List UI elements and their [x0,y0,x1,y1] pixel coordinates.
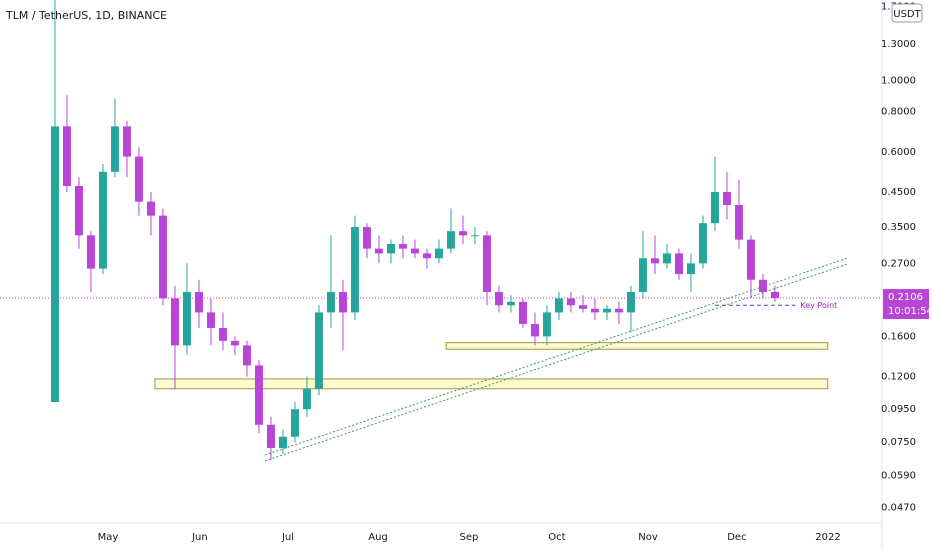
y-tick-label: 0.0950 [881,404,916,415]
candle-body [338,291,347,313]
candle-body [398,244,407,249]
currency-badge [891,3,923,23]
y-tick-label: 1.0000 [881,76,916,87]
candle-body [278,436,287,448]
candle-body [170,298,179,346]
x-tick-label: Aug [368,532,388,543]
candle-body [746,239,755,280]
x-tick-label: Nov [638,532,658,543]
candle-body [674,253,683,275]
candle-body [494,291,503,306]
candle-body [134,156,143,202]
y-tick-label: 0.2700 [881,258,916,269]
chart-title: TLM / TetherUS, 1D, BINANCE [5,9,167,22]
candle-body [194,291,203,313]
y-tick-label: 0.1600 [881,331,916,342]
candle-body [266,424,275,448]
candle-body [386,244,395,254]
y-tick-label: 0.3500 [881,222,916,233]
candle-body [326,291,335,313]
candle-body [758,279,767,292]
candle-body [374,248,383,254]
candle-body [74,185,83,236]
candle-body [602,308,611,313]
last-price-box [883,289,929,320]
key-point-label: Key Point [800,301,837,310]
plot-area [0,0,882,462]
candle-body [458,231,467,236]
candle-body [662,253,671,264]
y-tick-label: 1.3000 [881,39,916,50]
candle-body [554,298,563,313]
candle-body [506,301,515,306]
candle-body [518,301,527,324]
candle-body [638,258,647,292]
candle-body [122,126,131,157]
candle-body [446,231,455,249]
candle-body [230,340,239,346]
candle-body [566,298,575,306]
candle-body [710,192,719,224]
x-tick-label: May [98,532,119,543]
candle-body [422,253,431,259]
x-tick-label: Oct [548,532,565,543]
candle-body [770,291,779,299]
y-tick-label: 0.0470 [881,502,916,513]
candle-body [50,126,59,403]
x-tick-label: Jun [191,532,208,543]
candle-body [314,312,323,389]
candle-body [542,312,551,337]
candle-body [218,327,227,341]
y-tick-label: 0.0590 [881,471,916,482]
candle-body [254,365,263,425]
candle-body [626,291,635,313]
x-tick-label: 2022 [815,532,840,543]
candle-body [350,227,359,313]
candle-body [302,388,311,410]
candle-body [290,409,299,437]
y-tick-label: 0.1200 [881,372,916,383]
x-tick-label: Dec [727,532,746,543]
candle-body [146,201,155,216]
y-tick-label: 0.6000 [881,147,916,158]
candle-body [686,263,695,275]
countdown-label: 10:01:54 [888,306,932,317]
candle-body [482,235,491,292]
candle-body [110,126,119,172]
candle-body [98,171,107,269]
candle-body [86,235,95,269]
last-price-label: 0.2106 [888,292,923,303]
candle-body [206,312,215,328]
support-zone [154,378,829,390]
candle-body [410,248,419,254]
candle-body [158,215,167,299]
candle-body [650,258,659,264]
x-tick-label: Jul [281,532,294,543]
candle-body [530,323,539,337]
currency-label: USDT [893,9,921,20]
candle-body [578,305,587,309]
support-zone [445,342,829,350]
candle-body [698,223,707,264]
candle-body [362,227,371,249]
candle-body [434,248,443,259]
candle-body [722,192,731,206]
candle-body [470,235,479,237]
y-tick-label: 0.4500 [881,187,916,198]
candle-body [182,291,191,346]
candle-body [242,345,251,366]
x-tick-label: Sep [460,532,479,543]
candle-body [734,205,743,240]
candle-body [614,308,623,313]
candle-body [62,126,71,186]
y-tick-label: 0.0750 [881,437,916,448]
candle-body [590,308,599,313]
y-tick-label: 0.8000 [881,107,916,118]
